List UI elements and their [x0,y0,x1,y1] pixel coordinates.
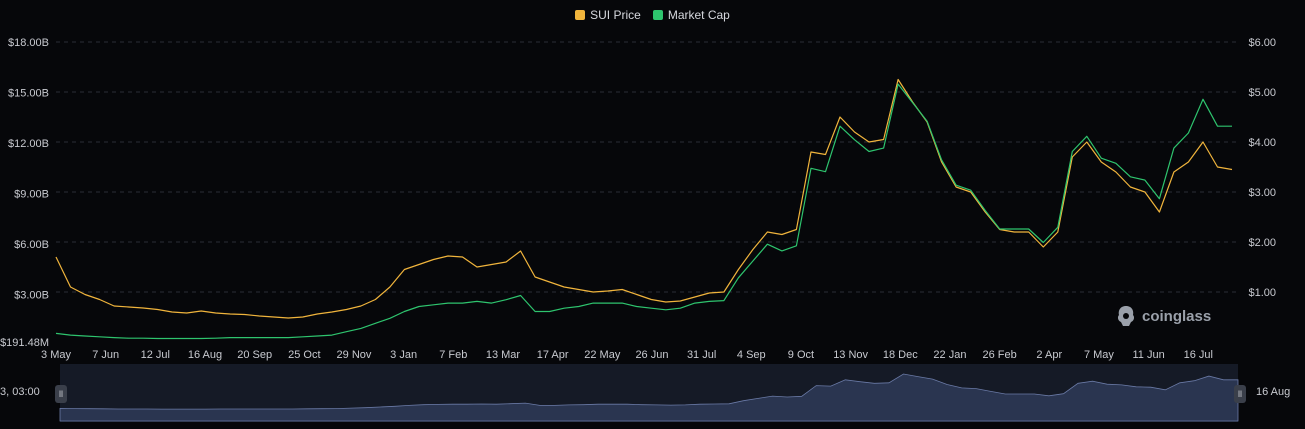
x-tick-label: 11 Jun [1132,349,1164,361]
legend-label-sui-price: SUI Price [590,8,641,22]
left-tick-label: $18.00B [8,37,49,49]
series-lines [55,78,1233,340]
x-tick-label: 7 May [1084,349,1114,361]
x-axis: 3 May 7 Jun 12 Jul 16 Aug 20 Sep 25 Oct 29 Nov… [41,349,1213,361]
sui-price-swatch-icon [575,10,586,20]
legend-item-market-cap[interactable]: Market Cap [652,8,730,22]
left-tick-label: $9.00B [14,189,49,201]
x-tick-label: 7 Feb [439,349,467,361]
navigator-left-handle[interactable]: ll [55,385,67,403]
navigator-start-label: 3, 03:00 [0,386,40,398]
right-tick-label: $5.00 [1248,87,1276,99]
x-tick-label: 3 May [41,349,71,361]
right-tick-label: $3.00 [1248,187,1276,199]
legend-label-market-cap: Market Cap [667,8,730,22]
x-tick-label: 20 Sep [237,349,272,361]
watermark-text: coinglass [1142,307,1212,325]
x-tick-label: 2 Apr [1036,349,1062,361]
navigator-right-handle[interactable]: ll [1234,385,1246,403]
coinglass-logo-icon [1117,306,1135,326]
sui-price-line [55,78,1233,319]
market-cap-line [55,83,1232,340]
right-tick-label: $4.00 [1248,137,1276,149]
x-tick-label: 12 Jul [141,349,170,361]
x-tick-label: 31 Jul [687,349,716,361]
right-tick-label: $1.00 [1248,287,1276,299]
legend: SUI Price Market Cap [0,8,1305,22]
x-tick-label: 7 Jun [92,349,119,361]
grid-lines [56,41,1238,293]
range-navigator[interactable] [59,364,1239,422]
left-tick-label: $191.48M [0,337,49,349]
x-tick-label: 25 Oct [288,349,320,361]
x-tick-label: 18 Dec [883,349,918,361]
right-tick-label: $6.00 [1248,37,1276,49]
x-tick-label: 13 Mar [486,349,521,361]
market-cap-swatch-icon [652,10,663,20]
x-tick-label: 17 Apr [537,349,569,361]
coinglass-watermark: coinglass [1116,305,1211,327]
left-axis: $191.48M $3.00B $6.00B $9.00B $12.00B $15.00B… [0,37,49,349]
navigator-area [59,373,1239,422]
navigator-end-label: 16 Aug [1256,386,1291,398]
x-tick-label: 29 Nov [337,349,372,361]
right-tick-label: $2.00 [1248,237,1276,249]
x-tick-label: 9 Oct [788,349,814,361]
left-tick-label: $12.00B [8,138,49,150]
x-tick-label: 22 Jan [933,349,966,361]
x-tick-label: 13 Nov [833,349,868,361]
left-tick-label: $6.00B [14,239,49,251]
legend-item-sui-price[interactable]: SUI Price [575,8,641,22]
left-tick-label: $3.00B [14,290,49,302]
x-tick-label: 4 Sep [737,349,766,361]
left-tick-label: $15.00B [8,88,49,100]
x-tick-label: 26 Jun [635,349,668,361]
right-axis: $1.00 $2.00 $3.00 $4.00 $5.00 $6.00 [1248,37,1276,299]
x-tick-label: 22 May [584,349,621,361]
x-tick-label: 26 Feb [982,349,1016,361]
x-tick-label: 16 Jul [1184,349,1213,361]
x-tick-label: 3 Jan [390,349,417,361]
x-tick-label: 16 Aug [188,349,222,361]
